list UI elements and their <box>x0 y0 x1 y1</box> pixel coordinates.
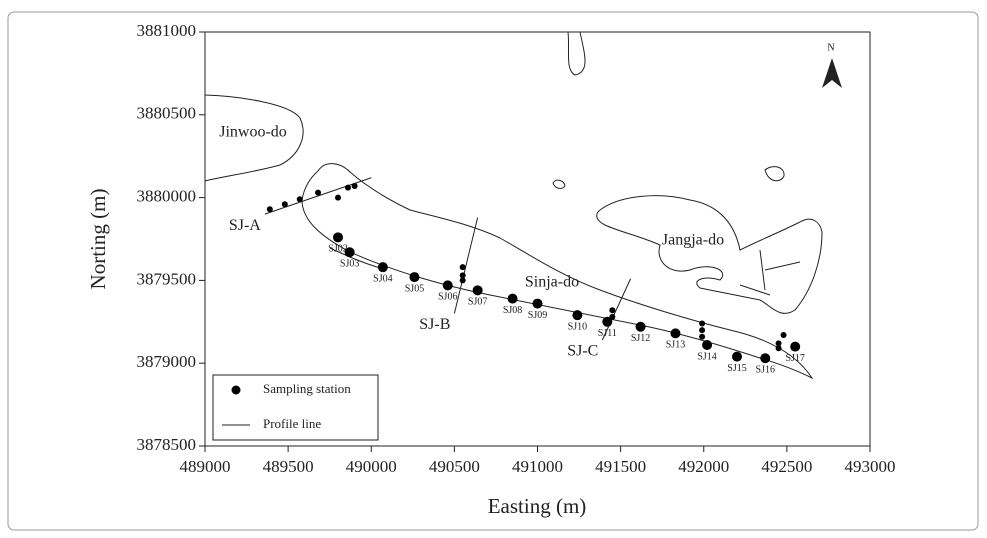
legend-marker <box>231 385 241 395</box>
station <box>790 341 801 352</box>
station-label: SJ17 <box>785 353 804 364</box>
profile-line <box>601 278 632 341</box>
island-label: Jangja-do <box>662 232 724 249</box>
station <box>333 232 343 243</box>
station <box>732 351 742 362</box>
station-label: SJ16 <box>756 365 775 376</box>
station-label: SJ13 <box>666 340 685 351</box>
station <box>472 285 483 296</box>
y-tick-label: 3879500 <box>137 269 197 288</box>
station <box>409 272 420 283</box>
station <box>459 264 466 271</box>
x-tick-label: 492500 <box>761 457 812 476</box>
station <box>699 333 706 340</box>
x-tick-label: 490000 <box>346 457 397 476</box>
station <box>760 353 771 364</box>
y-tick-label: 3881000 <box>137 21 197 40</box>
station <box>572 310 583 321</box>
station <box>344 247 355 258</box>
x-tick-label: 493000 <box>845 457 896 476</box>
station-label: SJ02 <box>328 244 347 255</box>
station <box>602 316 613 327</box>
y-tick-label: 3880000 <box>137 187 197 206</box>
x-tick-label: 491000 <box>512 457 563 476</box>
station <box>507 293 518 304</box>
station <box>699 320 706 327</box>
station-label: SJ11 <box>598 328 617 339</box>
station-label: SJ10 <box>568 321 587 332</box>
station <box>635 321 646 332</box>
station-label: SJ14 <box>697 351 716 362</box>
station <box>775 340 782 347</box>
x-tick-label: 489000 <box>180 457 231 476</box>
station-label: SJ09 <box>528 310 547 321</box>
station <box>609 307 616 314</box>
station <box>459 272 466 279</box>
north-label: N <box>827 42 834 53</box>
station <box>459 277 466 284</box>
y-axis-label: Norting (m) <box>86 189 110 290</box>
legend: Sampling station Profile line <box>212 374 379 441</box>
legend-box <box>212 374 379 441</box>
station-label: SJ15 <box>727 363 746 374</box>
north-arrow <box>822 58 842 88</box>
island-label: Jinwoo-do <box>219 124 287 141</box>
station <box>281 201 288 208</box>
station <box>315 189 322 196</box>
station <box>702 339 713 350</box>
station <box>377 262 388 273</box>
station <box>266 206 273 213</box>
station <box>335 194 341 201</box>
y-tick-label: 3879000 <box>137 352 197 371</box>
x-tick-label: 490500 <box>429 457 480 476</box>
station <box>775 345 782 352</box>
legend-label: Profile line <box>263 416 321 431</box>
station <box>609 313 616 320</box>
station-label: SJ03 <box>340 259 359 270</box>
profile-label: SJ-C <box>567 343 598 360</box>
station-label: SJ06 <box>438 292 457 303</box>
profile-label: SJ-B <box>419 316 450 333</box>
station <box>699 327 706 334</box>
x-tick-label: 491500 <box>595 457 646 476</box>
profile-label: SJ-A <box>229 217 261 234</box>
profile-line <box>453 217 479 314</box>
x-tick-label: 489500 <box>263 457 314 476</box>
station <box>442 280 453 291</box>
station <box>296 196 303 203</box>
x-axis-label: Easting (m) <box>488 494 587 518</box>
station <box>670 328 681 339</box>
station <box>344 184 351 191</box>
station-label: SJ05 <box>405 283 424 294</box>
island-label: Sinja-do <box>525 274 579 291</box>
station-label: SJ07 <box>468 297 487 308</box>
station <box>532 298 543 309</box>
station <box>351 183 358 190</box>
station <box>780 332 787 339</box>
station-label: SJ08 <box>503 305 522 316</box>
legend-label: Sampling station <box>263 381 351 396</box>
x-tick-label: 492000 <box>678 457 729 476</box>
coastlines <box>204 31 823 380</box>
station-label: SJ04 <box>373 273 392 284</box>
y-tick-label: 3880500 <box>137 104 197 123</box>
y-tick-label: 3878500 <box>137 435 197 454</box>
station-label: SJ12 <box>631 333 650 344</box>
